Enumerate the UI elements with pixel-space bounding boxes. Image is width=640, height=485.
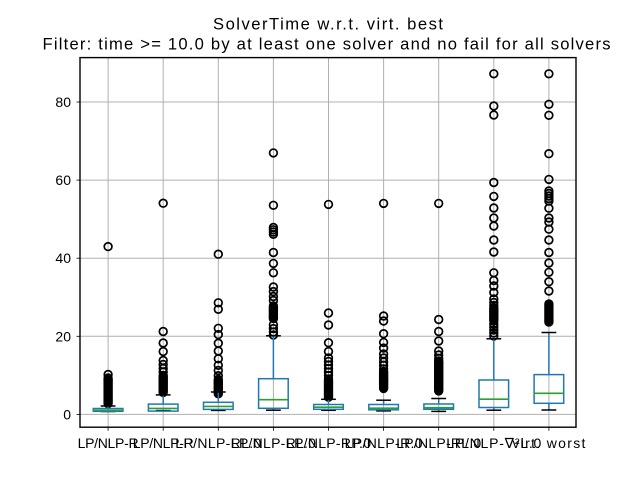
svg-text:0: 0: [63, 406, 71, 422]
svg-text:80: 80: [55, 94, 71, 110]
svg-text:LP/NLP-R: LP/NLP-R: [133, 435, 194, 451]
svg-text:LP/NLP-R: LP/NLP-R: [78, 435, 139, 451]
svg-text:virt. worst: virt. worst: [512, 435, 585, 451]
svg-text:LP/NLP-RP.0: LP/NLP-RP.0: [286, 435, 371, 451]
svg-text:LP/NLP-∇²L.0: LP/NLP-∇²L.0: [446, 435, 541, 451]
svg-text:20: 20: [55, 328, 71, 344]
svg-text:LP/NLP-R.0: LP/NLP-R.0: [345, 435, 423, 451]
svg-text:LP/NLP-RL.0: LP/NLP-RL.0: [231, 435, 316, 451]
svg-text:SolverTime w.r.t. virt. best: SolverTime w.r.t. virt. best: [213, 15, 443, 34]
svg-text:LP/NLP-RL.0: LP/NLP-RL.0: [175, 435, 261, 451]
svg-text:60: 60: [55, 172, 71, 188]
svg-text:Filter: time >= 10.0 by at lea: Filter: time >= 10.0 by at least one sol…: [43, 35, 611, 54]
svg-text:40: 40: [55, 250, 71, 266]
svg-text:LP/NLP-RL.0: LP/NLP-RL.0: [396, 435, 481, 451]
